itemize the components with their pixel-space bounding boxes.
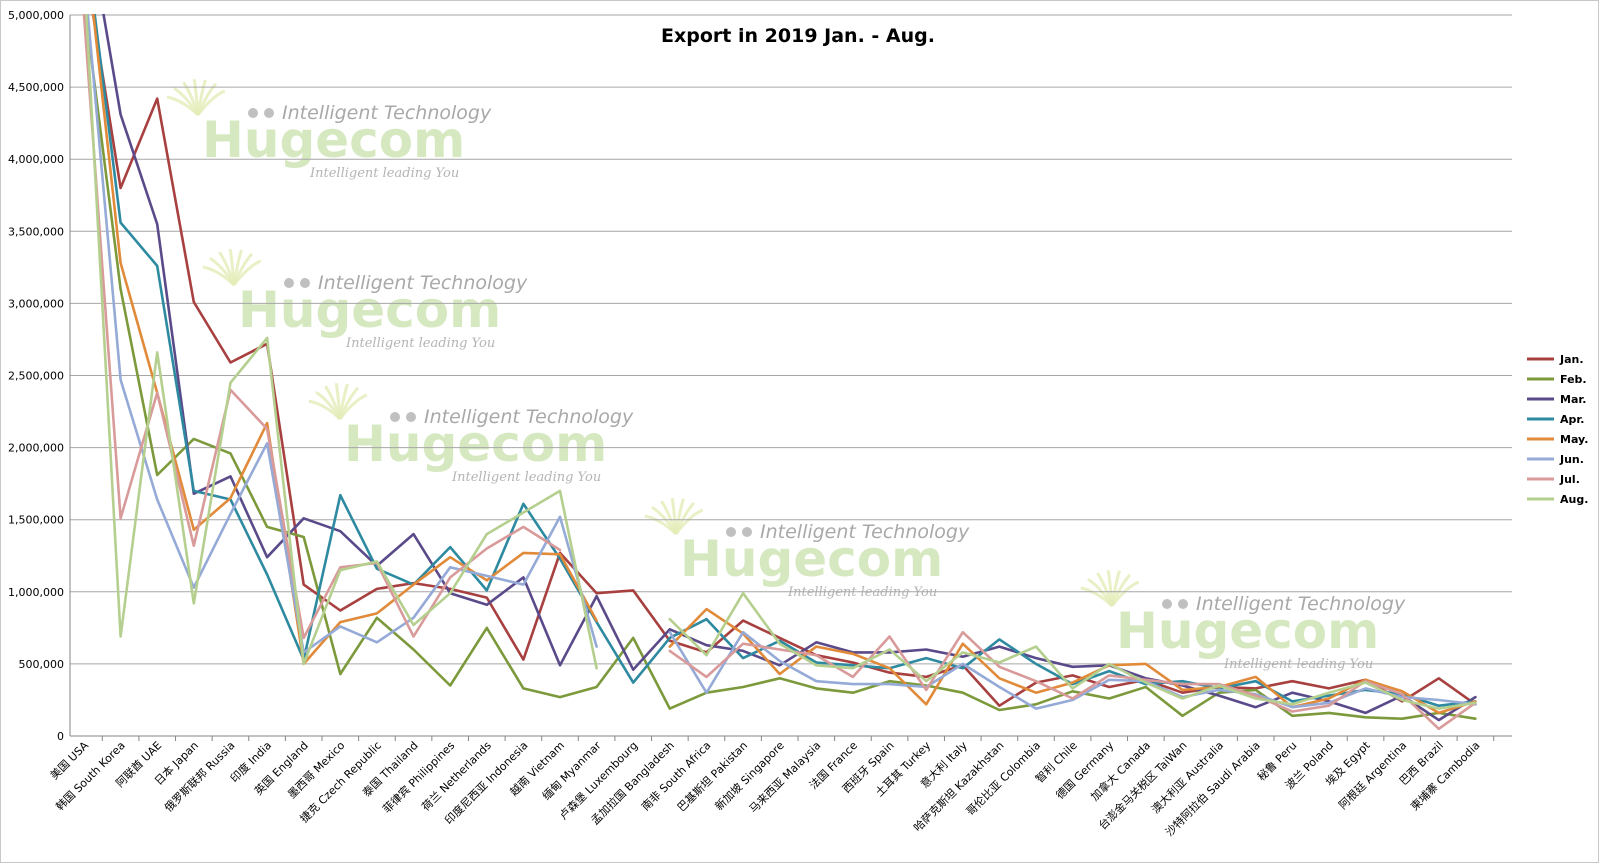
legend-item: Mar. — [1527, 393, 1586, 406]
legend-item: Jan. — [1527, 353, 1584, 366]
series-line-mar — [102, 14, 1477, 722]
watermark-tagline-top: Intelligent Technology — [318, 272, 528, 294]
y-axis: 0 500,000 1,000,000 1,500,000 2,000,000 2,500… — [8, 9, 71, 743]
legend-label: Mar. — [1560, 393, 1586, 406]
watermark-dot-icon — [300, 278, 310, 288]
legend-label: Jun. — [1559, 453, 1584, 466]
watermark-brand: Hugecom — [344, 415, 607, 473]
watermark-dot-icon — [1178, 599, 1188, 609]
series-lines — [82, 14, 1477, 731]
watermark-tagline-top: Intelligent Technology — [1196, 593, 1406, 615]
legend: Jan. Feb. Mar. Apr. May. Jun. Jul. Aug. — [1527, 353, 1588, 506]
legend-item: Jul. — [1527, 473, 1580, 486]
watermark-tagline-top: Intelligent Technology — [282, 102, 492, 124]
gridlines — [70, 14, 1512, 665]
y-tick-label: 1,000,000 — [8, 586, 64, 599]
legend-label: Feb. — [1560, 373, 1587, 386]
watermark-dot-icon — [406, 412, 416, 422]
watermark-palm-icon — [232, 259, 262, 286]
legend-item: May. — [1527, 433, 1588, 446]
y-tick-label: 2,500,000 — [8, 370, 64, 383]
legend-label: Aug. — [1560, 493, 1588, 506]
watermark-tagline-bottom: Intelligent leading You — [1223, 657, 1373, 672]
watermark-brand: Hugecom — [1116, 602, 1379, 660]
legend-label: Apr. — [1560, 413, 1584, 426]
legend-label: Jul. — [1559, 473, 1580, 486]
watermark-layer: Intelligent TechnologyHugecomIntelligent… — [166, 78, 1406, 672]
y-tick-label: 3,000,000 — [8, 297, 64, 310]
series-line-apr — [93, 14, 1477, 707]
series-line-jan — [91, 14, 1477, 707]
y-tick-label: 3,500,000 — [8, 225, 64, 238]
watermark-palm-icon — [1110, 580, 1140, 607]
watermark-brand: Hugecom — [238, 281, 501, 339]
watermark-dot-icon — [284, 278, 294, 288]
hugecom-watermark: Intelligent TechnologyHugecomIntelligent… — [1080, 569, 1406, 672]
legend-label: Jan. — [1559, 353, 1584, 366]
watermark-brand: Hugecom — [680, 530, 943, 588]
y-tick-label: 4,000,000 — [8, 153, 64, 166]
hugecom-watermark: Intelligent TechnologyHugecomIntelligent… — [644, 497, 970, 600]
watermark-tagline-bottom: Intelligent leading You — [451, 470, 601, 485]
watermark-tagline-top: Intelligent Technology — [424, 406, 634, 428]
legend-item: Feb. — [1527, 373, 1587, 386]
legend-label: May. — [1560, 433, 1588, 446]
y-tick-label: 4,500,000 — [8, 81, 64, 94]
y-tick-label: 2,000,000 — [8, 442, 64, 455]
legend-item: Jun. — [1527, 453, 1584, 466]
chart-title: Export in 2019 Jan. - Aug. — [661, 25, 935, 47]
watermark-palm-icon — [338, 393, 368, 420]
watermark-dot-icon — [726, 527, 736, 537]
watermark-brand: Hugecom — [202, 111, 465, 169]
hugecom-watermark: Intelligent TechnologyHugecomIntelligent… — [308, 382, 634, 485]
legend-item: Aug. — [1527, 493, 1588, 506]
watermark-tagline-bottom: Intelligent leading You — [345, 336, 495, 351]
watermark-dot-icon — [742, 527, 752, 537]
watermark-tagline-top: Intelligent Technology — [760, 521, 970, 543]
y-tick-label: 1,500,000 — [8, 514, 64, 527]
watermark-palm-icon — [674, 508, 704, 535]
watermark-dot-icon — [264, 108, 274, 118]
hugecom-watermark: Intelligent TechnologyHugecomIntelligent… — [202, 248, 528, 351]
series-line-jul — [82, 14, 1477, 731]
y-tick-label: 500,000 — [19, 658, 65, 671]
watermark-palm-icon — [196, 89, 226, 116]
watermark-dot-icon — [248, 108, 258, 118]
legend-item: Apr. — [1527, 413, 1584, 426]
watermark-dot-icon — [390, 412, 400, 422]
watermark-tagline-bottom: Intelligent leading You — [309, 166, 459, 181]
watermark-tagline-bottom: Intelligent leading You — [787, 585, 937, 600]
y-tick-label: 5,000,000 — [8, 9, 64, 22]
watermark-dot-icon — [1162, 599, 1172, 609]
y-tick-label: 0 — [57, 730, 64, 743]
series-line-aug — [85, 14, 1477, 710]
